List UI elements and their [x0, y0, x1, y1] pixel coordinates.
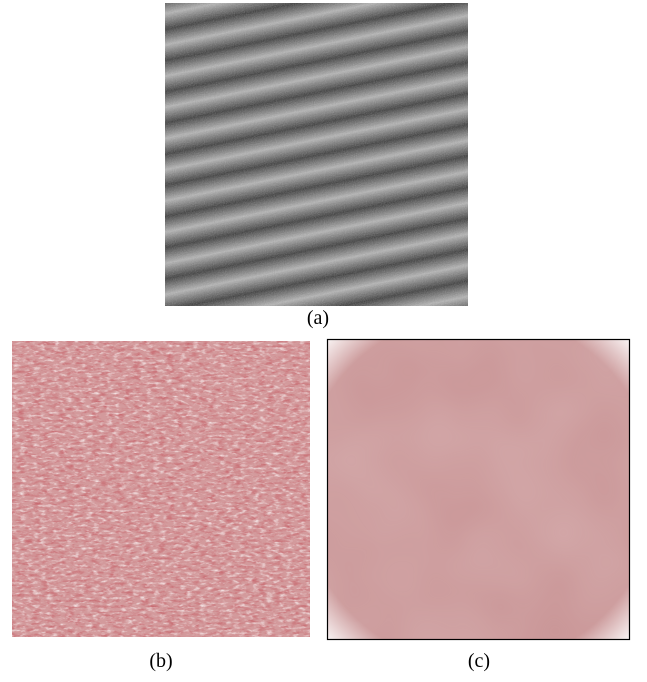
panel-a-image [165, 3, 468, 306]
panel-c-image [328, 340, 629, 639]
figure: (a) (b) (c) [0, 0, 647, 677]
panel-label: (c) [468, 650, 490, 672]
panel-b-image [12, 341, 310, 637]
page: (a) (b) (c) (() => { const data = JSON.p… [0, 0, 647, 682]
panel-label: (b) [149, 650, 172, 672]
panel-label: (a) [307, 307, 329, 329]
